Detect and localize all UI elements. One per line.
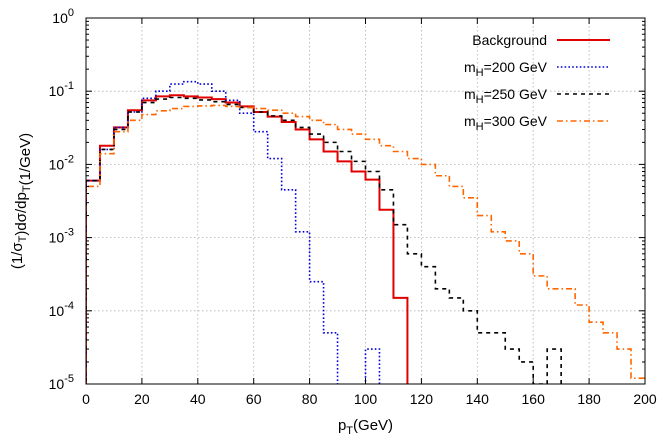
x-tick-label: 100: [354, 391, 378, 407]
x-tick-label: 80: [302, 391, 318, 407]
y-tick-label: 100: [52, 7, 74, 26]
y-tick-label: 10-1: [49, 80, 74, 99]
y-axis-label-text: (1/σT)dσ/dpT(1/GeV): [9, 133, 34, 269]
grid: [86, 18, 645, 384]
legend: Background mH=200 GeV mH=250 GeV mH=300 GeV: [464, 32, 610, 133]
x-tick-label: 20: [134, 391, 150, 407]
x-tick-label: 140: [466, 391, 490, 407]
y-tick-label: 10-5: [49, 373, 74, 392]
series-group: [86, 82, 645, 414]
y-tick-label: 10-4: [49, 300, 74, 319]
legend-label: mH=200 GeV: [464, 59, 548, 79]
x-tick-label: 120: [410, 391, 434, 407]
y-tick-label: 10-3: [49, 227, 74, 246]
x-tick-label: 60: [246, 391, 262, 407]
x-tick-label: 40: [190, 391, 206, 407]
x-axis-label: pT(GeV): [338, 417, 393, 437]
legend-label: mH=250 GeV: [464, 86, 548, 106]
legend-label: Background: [472, 32, 547, 48]
y-tick-label: 10-2: [49, 153, 74, 172]
y-axis-label: (1/σT)dσ/dpT(1/GeV): [9, 133, 34, 269]
legend-label: mH=300 GeV: [464, 113, 548, 133]
x-axis-label-text: pT(GeV): [338, 417, 393, 437]
x-tick-label: 180: [577, 391, 601, 407]
x-tick-label: 200: [633, 391, 657, 407]
x-tick-label: 160: [522, 391, 546, 407]
plot-frame: [86, 18, 645, 384]
x-tick-label: 0: [82, 391, 90, 407]
